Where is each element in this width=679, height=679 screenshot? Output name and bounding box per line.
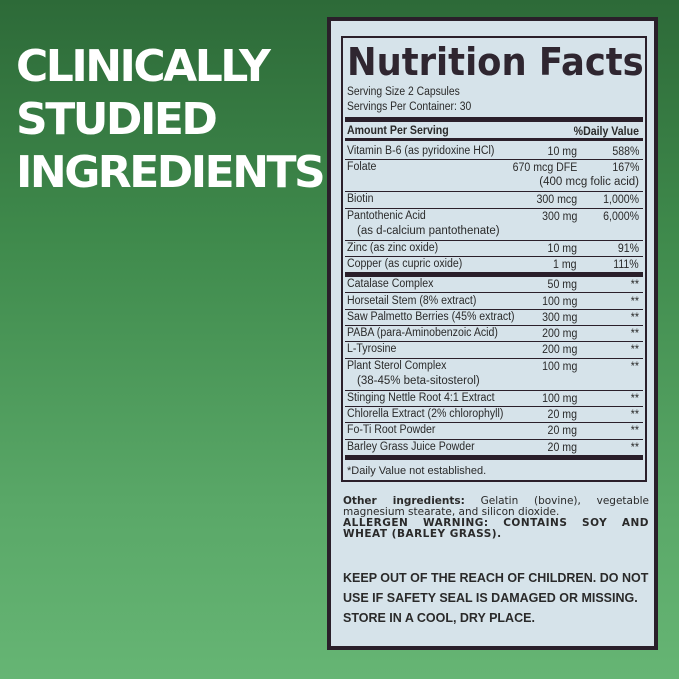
nutrient-amount: 20 mg [547,441,577,454]
nutrient-amount: 10 mg [547,146,577,158]
headline-line: INGREDIENTS [16,147,326,198]
nutrient-name: Fo-Ti Root Powder [347,424,436,437]
label-title: Nutrition Facts [347,40,644,84]
nutrient-row: PABA (para-Aminobenzoic Acid) 200 mg ** [345,326,643,343]
nutrient-row: Pantothenic Acid 300 mg 6,000% (as d-calciu… [345,209,643,241]
nutrient-name: Saw Palmetto Berries (45% extract) [347,310,515,323]
nutrient-amount: 20 mg [547,425,577,438]
headline-line: STUDIED [16,94,218,145]
divider [345,117,643,122]
nutrient-dv: ** [630,441,639,454]
nutrient-dv: 91% [617,242,639,255]
nutrient-row: Stinging Nettle Root 4:1 Extract 100 mg ** [345,391,643,407]
nutrient-dv: ** [630,392,639,405]
serving-size: Serving Size 2 Capsules [347,86,460,98]
nutrient-amount: 100 mg [541,360,577,373]
nutrient-sub: (38-45% beta-sitosterol) [357,374,480,387]
nutrient-sub: (400 mcg folic acid) [539,176,639,189]
other-ingredients: Other ingredients: Gelatin (bovine), veg… [343,496,649,540]
header-row: Amount Per Serving %Daily Value [345,124,643,141]
nutrient-dv: ** [630,295,639,308]
nutrient-dv: ** [630,344,639,357]
nutrient-amount: 200 mg [541,344,577,357]
nutrient-dv: 111% [613,258,639,271]
divider [345,272,643,278]
nutrient-dv: ** [630,311,639,324]
nutrient-row: L-Tyrosine 200 mg ** [345,342,643,359]
nutrient-row: Zinc (as zinc oxide) 10 mg 91% [345,241,643,257]
nutrient-dv: ** [630,425,639,438]
nutrient-name: Folate [347,161,377,174]
headline-line: CLINICALLY [16,41,271,92]
nutrient-amount: 100 mg [541,295,577,308]
nutrient-row: Vitamin B-6 (as pyridoxine HCl) 10 mg 588% [345,144,643,161]
divider [345,454,643,460]
nutrition-facts-box: Nutrition Facts Serving Size 2 Capsules … [341,36,647,482]
header-dv: %Daily Value [573,126,639,138]
nutrient-dv: 588% [611,146,639,158]
nutrient-name: Horsetail Stem (8% extract) [347,294,477,307]
headline: CLINICALLY STUDIED INGREDIENTS [16,40,326,199]
header-amount: Amount Per Serving [347,125,449,137]
nutrient-name: Stinging Nettle Root 4:1 Extract [347,391,495,404]
safety-warning: KEEP OUT OF THE REACH OF CHILDREN. DO NO… [343,571,649,625]
nutrient-amount: 300 mg [541,210,577,223]
nutrient-dv: ** [630,409,639,421]
other-ingredients-label: Other ingredients: [343,495,465,507]
nutrient-name: Pantothenic Acid [347,209,426,222]
nutrient-dv: ** [630,279,639,292]
nutrient-amount: 200 mg [541,328,577,341]
nutrient-dv: 1,000% [603,194,639,207]
nutrient-amount: 670 mcg DFE [512,162,577,175]
nutrient-name: L-Tyrosine [347,343,397,356]
nutrient-name: Catalase Complex [347,278,434,291]
nutrient-amount: 100 mg [541,392,577,405]
servings-per-container: Servings Per Container: 30 [347,101,472,113]
nutrient-name: Copper (as cupric oxide) [347,257,463,270]
nutrient-dv: 6,000% [603,210,639,223]
allergen-warning: ALLERGEN WARNING: CONTAINS SOY AND WHEAT… [343,517,649,540]
other-ingredients-text: Gelatin (bovine), vegetable magnesium st… [343,495,649,518]
nutrient-dv: 167% [611,162,639,175]
nutrient-row: Saw Palmetto Berries (45% extract) 300 mg… [345,310,643,327]
nutrient-amount: 20 mg [547,409,577,421]
nutrient-amount: 300 mg [541,311,577,324]
nutrient-row: Plant Sterol Complex 100 mg ** (38-45% beta… [345,359,643,391]
nutrient-row: Catalase Complex 50 mg ** [345,277,643,294]
nutrient-row: Fo-Ti Root Powder 20 mg ** [345,423,643,440]
nutrient-row: Biotin 300 mcg 1,000% [345,192,643,209]
footnote: *Daily Value not established. [347,465,487,477]
nutrient-amount: 50 mg [547,279,577,292]
nutrient-name: PABA (para-Aminobenzoic Acid) [347,327,498,340]
nutrient-name: Barley Grass Juice Powder [347,440,475,453]
nutrient-row: Folate 670 mcg DFE 167% (400 mcg folic acid… [345,160,643,193]
nutrient-row: Chlorella Extract (2% chlorophyll) 20 mg *… [345,407,643,424]
nutrient-name: Zinc (as zinc oxide) [347,241,439,254]
nutrient-name: Biotin [347,193,374,206]
nutrient-name: Chlorella Extract (2% chlorophyll) [347,408,504,420]
nutrient-name: Plant Sterol Complex [347,359,447,372]
nutrient-amount: 10 mg [547,242,577,255]
nutrient-amount: 300 mcg [536,194,577,207]
nutrient-row: Copper (as cupric oxide) 1 mg 111% [345,257,643,274]
nutrient-dv: ** [630,360,639,373]
nutrient-name: Vitamin B-6 (as pyridoxine HCl) [347,145,495,157]
nutrient-row: Barley Grass Juice Powder 20 mg ** [345,440,643,456]
nutrient-row: Horsetail Stem (8% extract) 100 mg ** [345,294,643,310]
nutrition-label: Nutrition Facts Serving Size 2 Capsules … [327,17,658,650]
nutrient-sub: (as d-calcium pantothenate) [357,224,500,237]
nutrient-dv: ** [630,328,639,341]
nutrient-amount: 1 mg [553,258,577,271]
